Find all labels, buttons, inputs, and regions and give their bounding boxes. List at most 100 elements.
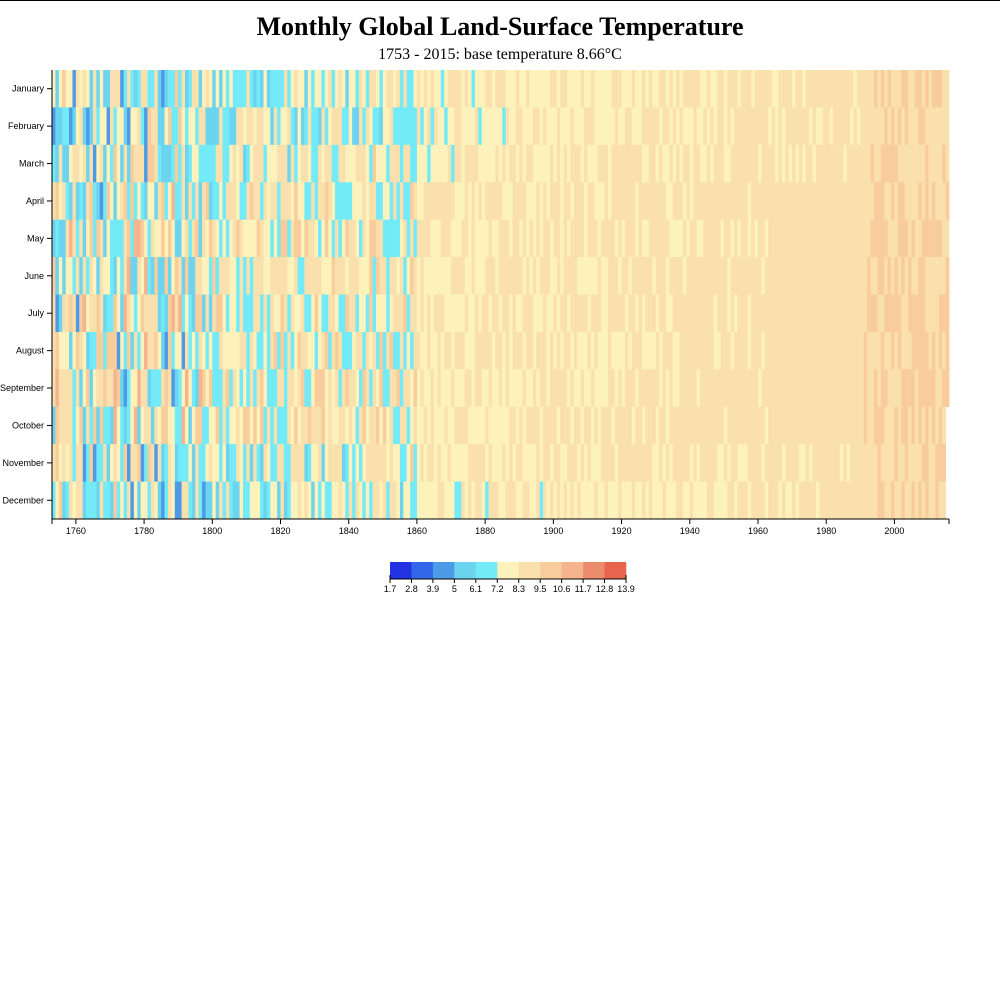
heatmap-cell [283, 444, 288, 482]
heatmap-cell [529, 294, 534, 333]
heatmap-cell [144, 107, 148, 146]
heatmap-cell [894, 70, 899, 108]
heatmap-cell [79, 70, 84, 108]
heatmap-cell [894, 144, 899, 183]
heatmap-cell [106, 481, 111, 520]
heatmap-cell [618, 294, 622, 333]
heatmap-cell [819, 219, 824, 258]
heatmap-cell [604, 219, 609, 258]
heatmap-cell [846, 369, 851, 408]
top-border [0, 0, 1000, 1]
heatmap-cell [120, 444, 125, 482]
heatmap-cell [335, 406, 339, 445]
heatmap-cell [273, 219, 278, 258]
heatmap-cell [573, 481, 578, 520]
heatmap-cell [144, 182, 148, 221]
heatmap-cell [894, 331, 899, 370]
heatmap-cell [624, 294, 629, 333]
heatmap-cell [822, 70, 827, 108]
heatmap-cell [324, 331, 329, 370]
heatmap-cell [478, 406, 483, 445]
heatmap-cell [590, 481, 595, 520]
heatmap-cell [406, 144, 411, 183]
heatmap-cell [174, 294, 179, 333]
heatmap-cell [938, 70, 943, 108]
heatmap-cell [161, 294, 165, 333]
heatmap-cell [737, 257, 742, 295]
heatmap-cell [580, 444, 585, 482]
heatmap-cell [676, 70, 680, 108]
heatmap-cell [144, 444, 148, 482]
heatmap-cell [771, 481, 776, 520]
heatmap-cell [133, 219, 138, 258]
heatmap-cell [376, 107, 380, 146]
heatmap-cell [536, 481, 541, 520]
heatmap-cell [795, 369, 800, 408]
heatmap-cell [819, 331, 824, 370]
heatmap-cell [195, 331, 200, 370]
heatmap-cell [219, 70, 223, 108]
heatmap-cell [856, 331, 861, 370]
heatmap-cell [584, 182, 588, 221]
heatmap-cell [730, 107, 735, 146]
heatmap-cell [174, 219, 179, 258]
heatmap-cell [621, 331, 626, 370]
heatmap-cell [659, 107, 663, 146]
heatmap-cell [243, 294, 247, 333]
heatmap-cell [140, 70, 145, 108]
heatmap-cell [75, 107, 80, 146]
heatmap-cell [843, 294, 848, 333]
heatmap-cell [768, 444, 773, 482]
heatmap-cell [266, 70, 271, 108]
heatmap-cell [485, 369, 489, 408]
heatmap-cell [894, 182, 899, 221]
heatmap-cell [318, 144, 322, 183]
heatmap-cell [519, 444, 524, 482]
heatmap-cell [942, 219, 946, 258]
heatmap-cell [792, 182, 796, 221]
heatmap-cell [795, 70, 800, 108]
heatmap-cell [103, 406, 107, 445]
heatmap-cell [870, 444, 875, 482]
heatmap-cell [560, 406, 564, 445]
heatmap-cell [249, 406, 254, 445]
heatmap-cell [58, 294, 63, 333]
heatmap-cell [485, 257, 489, 295]
heatmap-cell [567, 144, 571, 183]
heatmap-cell [82, 144, 87, 183]
heatmap-cell [502, 294, 507, 333]
heatmap-cell [379, 331, 384, 370]
heatmap-cell [167, 257, 172, 295]
heatmap-cell [563, 257, 568, 295]
heatmap-cell [768, 369, 773, 408]
heatmap-cell [185, 369, 189, 408]
heatmap-cell [355, 182, 360, 221]
heatmap-cell [775, 481, 779, 520]
heatmap-cell [891, 144, 895, 183]
heatmap-cell [215, 144, 220, 183]
heatmap-cell [457, 107, 462, 146]
heatmap-cell [717, 331, 721, 370]
heatmap-cell [416, 369, 421, 408]
heatmap-cell [178, 406, 182, 445]
heatmap-cell [553, 144, 558, 183]
heatmap-cell [853, 107, 858, 146]
heatmap-cell [897, 444, 902, 482]
heatmap-cell [809, 70, 813, 108]
heatmap-cell [597, 444, 602, 482]
heatmap-cell [676, 481, 680, 520]
heatmap-cell [481, 481, 486, 520]
heatmap-cell [942, 144, 946, 183]
heatmap-cell [198, 369, 203, 408]
heatmap-cell [113, 107, 118, 146]
heatmap-cell [208, 406, 213, 445]
legend-tick-label: 7.2 [491, 584, 504, 594]
heatmap-cell [277, 406, 281, 445]
heatmap-cell [880, 219, 885, 258]
heatmap-cell [642, 257, 646, 295]
heatmap-cell [174, 331, 179, 370]
heatmap-cell [727, 294, 732, 333]
heatmap-cell [587, 331, 592, 370]
heatmap-cell [389, 294, 394, 333]
heatmap-cell [457, 444, 462, 482]
